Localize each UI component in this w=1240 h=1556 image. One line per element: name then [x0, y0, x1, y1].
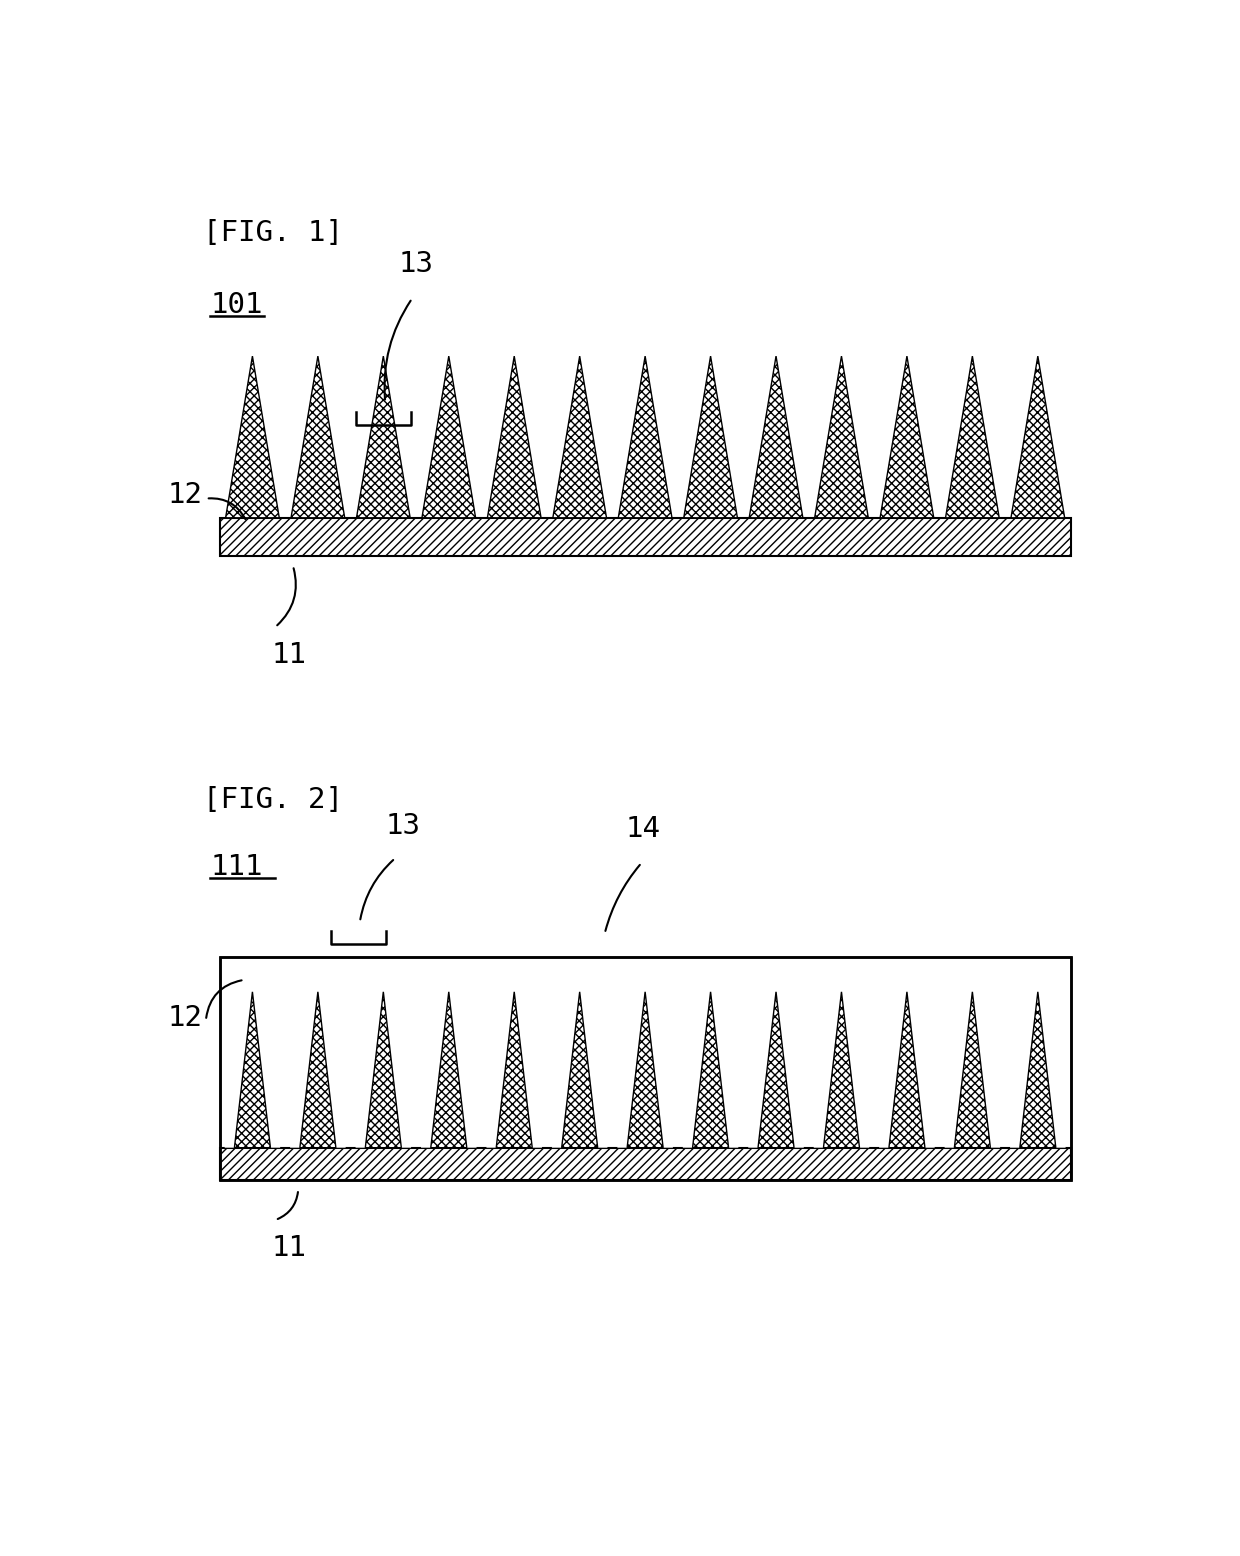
Polygon shape: [366, 991, 402, 1148]
Polygon shape: [758, 991, 794, 1148]
Polygon shape: [880, 356, 934, 518]
Polygon shape: [356, 979, 412, 1148]
Polygon shape: [552, 979, 608, 1148]
Polygon shape: [422, 356, 476, 518]
FancyArrowPatch shape: [361, 860, 393, 920]
FancyArrowPatch shape: [384, 300, 410, 400]
Polygon shape: [619, 356, 672, 518]
FancyArrowPatch shape: [206, 980, 242, 1018]
Polygon shape: [815, 356, 868, 518]
Polygon shape: [291, 356, 345, 518]
Polygon shape: [889, 991, 925, 1148]
Bar: [219, 1148, 1070, 1179]
Polygon shape: [683, 979, 738, 1148]
Polygon shape: [234, 991, 270, 1148]
Polygon shape: [1011, 356, 1065, 518]
Polygon shape: [487, 356, 541, 518]
Polygon shape: [683, 356, 738, 518]
Polygon shape: [749, 356, 802, 518]
Text: 13: 13: [386, 812, 420, 840]
Polygon shape: [813, 979, 869, 1148]
Polygon shape: [224, 979, 280, 1148]
FancyArrowPatch shape: [278, 1192, 298, 1218]
Polygon shape: [430, 991, 466, 1148]
FancyArrowPatch shape: [208, 498, 246, 520]
Polygon shape: [823, 991, 859, 1148]
Text: [FIG. 1]: [FIG. 1]: [203, 219, 342, 247]
Polygon shape: [553, 356, 606, 518]
Polygon shape: [879, 979, 935, 1148]
Polygon shape: [1011, 979, 1065, 1148]
Text: 12: 12: [167, 1004, 203, 1032]
Polygon shape: [618, 979, 673, 1148]
Text: 11: 11: [272, 641, 308, 669]
Polygon shape: [496, 991, 532, 1148]
Polygon shape: [420, 979, 476, 1148]
Bar: [219, 518, 1070, 557]
Text: [FIG. 2]: [FIG. 2]: [203, 786, 342, 814]
Polygon shape: [486, 979, 542, 1148]
Text: 14: 14: [626, 815, 661, 843]
FancyArrowPatch shape: [278, 568, 296, 626]
Polygon shape: [955, 991, 991, 1148]
Polygon shape: [946, 356, 999, 518]
Polygon shape: [748, 979, 804, 1148]
Polygon shape: [356, 356, 410, 518]
Text: 111: 111: [211, 853, 263, 881]
Polygon shape: [1019, 991, 1055, 1148]
Text: 13: 13: [398, 249, 434, 277]
Polygon shape: [627, 991, 663, 1148]
Polygon shape: [300, 991, 336, 1148]
Polygon shape: [562, 991, 598, 1148]
FancyArrowPatch shape: [605, 865, 640, 930]
Bar: [219, 957, 1070, 1179]
Text: 12: 12: [167, 481, 203, 509]
Polygon shape: [945, 979, 1001, 1148]
Polygon shape: [693, 991, 729, 1148]
Polygon shape: [290, 979, 346, 1148]
Text: 101: 101: [211, 291, 263, 319]
Polygon shape: [226, 356, 279, 518]
Text: 11: 11: [272, 1234, 308, 1262]
Bar: [219, 957, 1070, 1179]
Bar: [219, 957, 1070, 1179]
